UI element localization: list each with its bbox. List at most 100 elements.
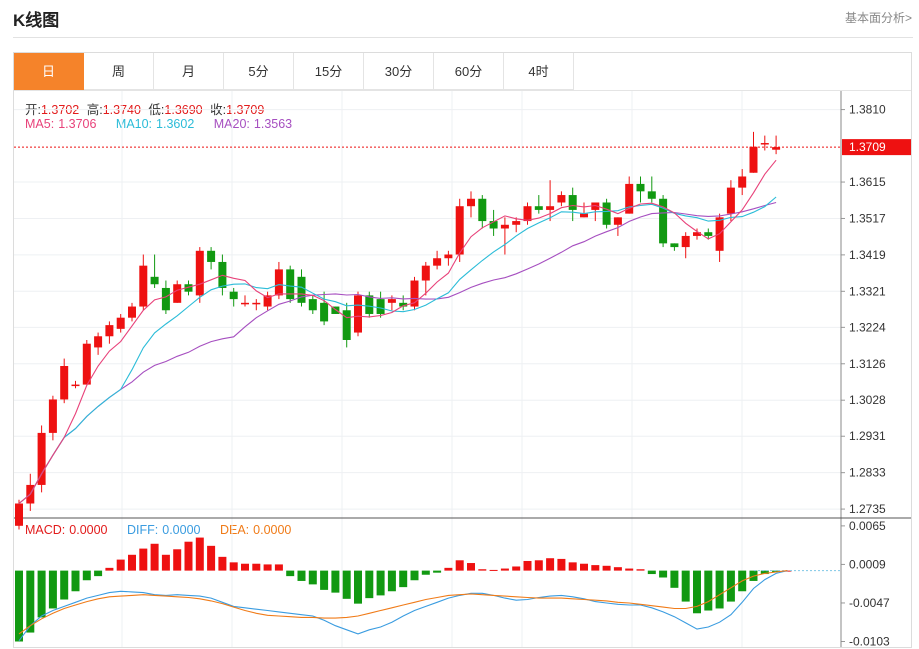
candle-body-24 — [286, 269, 295, 300]
candle-body-52 — [602, 202, 611, 225]
macd-value: 0.0000 — [69, 523, 108, 537]
tab-3[interactable]: 5分 — [224, 53, 294, 90]
macd-tick-label-2: -0.0047 — [849, 596, 890, 610]
tab-1[interactable]: 周 — [84, 53, 154, 90]
candle-body-37 — [433, 258, 442, 266]
price-tick-label-5: 1.3224 — [849, 320, 886, 334]
candle-body-45 — [523, 206, 532, 222]
macd-bar-7 — [94, 570, 103, 577]
macd-bar-2 — [37, 570, 46, 618]
macd-bar-67 — [772, 570, 781, 572]
macd-bar-4 — [60, 570, 69, 600]
macd-bar-59 — [681, 570, 690, 602]
macd-bar-66 — [760, 570, 769, 575]
candle-body-20 — [241, 302, 249, 305]
macd-bar-0 — [15, 570, 23, 642]
macd-bar-48 — [557, 558, 566, 571]
tab-6[interactable]: 60分 — [434, 53, 504, 90]
macd-bar-38 — [444, 567, 453, 571]
candle-body-23 — [274, 269, 283, 296]
diff-legend-item: DIFF: 0.0000 — [127, 523, 204, 537]
dea-label: DEA: — [219, 523, 250, 537]
macd-bar-40 — [467, 563, 475, 571]
macd-bar-43 — [500, 568, 509, 571]
macd-bar-12 — [150, 543, 159, 571]
candle-body-14 — [173, 284, 182, 303]
candle-body-3 — [48, 399, 57, 433]
candle-body-33 — [387, 299, 396, 303]
tab-2[interactable]: 月 — [154, 53, 224, 90]
candle-body-46 — [534, 206, 543, 210]
ma10-value: 1.3602 — [156, 117, 195, 131]
tab-7[interactable]: 4时 — [504, 53, 574, 90]
macd-bar-60 — [693, 570, 701, 614]
candle-body-30 — [354, 295, 362, 333]
price-tick-label-3: 1.3419 — [849, 248, 886, 262]
candle-body-63 — [726, 187, 735, 214]
macd-bar-5 — [71, 570, 80, 592]
macd-bar-11 — [139, 548, 148, 571]
macd-bar-24 — [286, 570, 295, 577]
macd-bar-55 — [636, 569, 645, 571]
macd-bar-27 — [320, 570, 329, 590]
candle-body-66 — [760, 143, 769, 145]
candle-body-42 — [489, 221, 498, 229]
current-price-tag — [842, 139, 911, 156]
tab-5[interactable]: 30分 — [364, 53, 434, 90]
macd-bar-37 — [433, 570, 442, 573]
dea-legend-item: DEA: 0.0000 — [220, 523, 295, 537]
macd-bar-25 — [297, 570, 306, 581]
candle-body-2 — [37, 432, 46, 485]
macd-tick-label-1: 0.0009 — [849, 557, 886, 571]
candle-body-59 — [681, 235, 690, 248]
candle-body-41 — [478, 198, 487, 222]
candle-body-22 — [263, 295, 272, 307]
ma10-line — [18, 196, 777, 504]
macd-bar-10 — [128, 554, 136, 571]
fundamental-analysis-link[interactable]: 基本面分析> — [844, 11, 912, 25]
candle-body-13 — [161, 287, 170, 311]
macd-bar-63 — [726, 570, 735, 602]
price-tick-label-8: 1.2931 — [849, 429, 886, 443]
macd-bar-21 — [252, 563, 261, 571]
kline-chart[interactable]: 1.3810 1.3615 1.3517 1.3419 1.3321 1.3224 1.31… — [14, 53, 911, 647]
candle-body-44 — [512, 221, 521, 225]
candle-body-15 — [184, 284, 193, 292]
candle-body-7 — [94, 336, 103, 348]
macd-bar-18 — [218, 556, 227, 571]
candle-body-57 — [659, 198, 668, 244]
ma20-value: 1.3563 — [253, 117, 293, 131]
macd-bar-41 — [478, 569, 487, 571]
macd-bar-30 — [354, 570, 362, 604]
candle-body-16 — [195, 250, 204, 296]
macd-bar-53 — [613, 567, 622, 571]
candle-body-47 — [546, 206, 555, 210]
ma5-line — [18, 159, 777, 504]
macd-bar-16 — [195, 537, 204, 571]
tab-4[interactable]: 15分 — [294, 53, 364, 90]
macd-tick-label-0: 0.0065 — [849, 519, 886, 533]
candle-body-12 — [150, 276, 159, 285]
macd-label: MACD: — [25, 523, 66, 537]
macd-bar-62 — [715, 570, 724, 609]
candle-body-51 — [591, 202, 600, 210]
tab-0[interactable]: 日 — [14, 53, 84, 90]
macd-bar-44 — [512, 566, 521, 571]
candle-body-34 — [399, 302, 408, 307]
macd-bar-29 — [342, 570, 351, 599]
macd-bar-42 — [489, 569, 498, 571]
candle-body-54 — [625, 183, 634, 214]
macd-bar-61 — [704, 570, 713, 611]
candle-body-35 — [410, 280, 419, 307]
macd-bar-46 — [534, 560, 543, 571]
macd-bar-13 — [161, 554, 170, 571]
candle-body-60 — [693, 232, 701, 236]
macd-bar-31 — [365, 570, 374, 599]
candle-body-25 — [297, 276, 306, 303]
current-price-label: 1.3709 — [849, 140, 886, 154]
candle-body-10 — [128, 306, 136, 318]
macd-bar-9 — [116, 559, 125, 571]
candle-body-5 — [71, 384, 80, 387]
macd-bar-58 — [670, 570, 679, 588]
price-tick-label-9: 1.2833 — [849, 466, 886, 480]
